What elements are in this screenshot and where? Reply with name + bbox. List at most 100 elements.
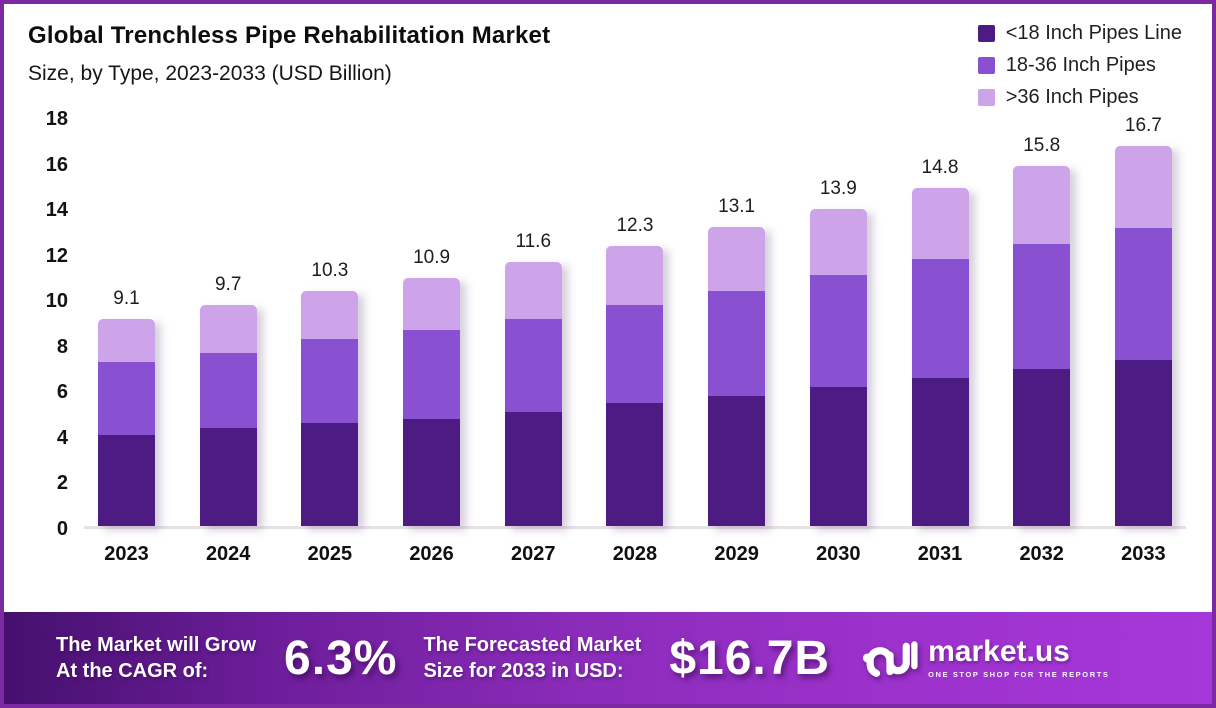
bar-stack xyxy=(606,246,664,526)
bar-segment xyxy=(403,278,461,330)
bar-segment xyxy=(809,209,867,275)
x-axis-label: 2033 xyxy=(1121,543,1166,565)
bar-segment xyxy=(911,259,969,378)
bar-segment xyxy=(1114,228,1172,360)
brand-name: market.us xyxy=(928,635,1070,668)
legend-row: 18-36 Inch Pipes xyxy=(977,54,1182,77)
cagr-label-line1: The Market will Grow xyxy=(56,634,257,656)
bar-total-label: 9.7 xyxy=(214,274,242,295)
legend-swatch-dark xyxy=(977,25,995,42)
legend-label: >36 Inch Pipes xyxy=(1005,86,1139,108)
bar-segment xyxy=(98,435,155,526)
x-axis-label: 2027 xyxy=(511,543,556,565)
chart-row: 0 2 4 6 8 10 12 14 16 18 9.1 9.7 10.3 10.9 11.6 12.3 13… xyxy=(26,108,1186,540)
bar-segment xyxy=(199,305,257,353)
brand-tagline: ONE STOP SHOP FOR THE REPORTS xyxy=(928,670,1110,679)
bar-stack xyxy=(708,227,766,526)
bar-column: 12.3 xyxy=(606,215,664,526)
brand-logo: market.us ONE STOP SHOP FOR THE REPORTS xyxy=(862,635,1109,681)
bars: 9.1 9.7 10.3 10.9 11.6 12.3 13.1 13.9 14.8 15.8 16… xyxy=(84,115,1186,526)
x-axis-label: 2023 xyxy=(104,543,149,565)
bar-segment xyxy=(301,423,359,526)
bar-stack xyxy=(1013,166,1071,526)
bar-column: 9.7 xyxy=(199,274,257,526)
y-tick-label: 8 xyxy=(56,335,68,358)
chart-header: Global Trenchless Pipe Rehabilitation Ma… xyxy=(4,4,1212,109)
bar-segment xyxy=(403,419,461,526)
legend-row: >36 Inch Pipes xyxy=(977,86,1182,109)
x-axis-label: 2026 xyxy=(409,543,454,565)
bar-segment xyxy=(809,275,867,387)
bar-column: 9.1 xyxy=(98,288,155,526)
bar-segment xyxy=(301,291,359,339)
bar-stack xyxy=(199,305,257,526)
cagr-label-line2: At the CAGR of: xyxy=(56,660,209,682)
y-tick-label: 6 xyxy=(56,381,68,404)
y-tick-label: 16 xyxy=(45,153,68,176)
forecast-label-line2: Size for 2033 in USD: xyxy=(423,660,624,682)
y-tick-label: 2 xyxy=(56,472,68,495)
bar-segment xyxy=(403,330,461,419)
bar-segment xyxy=(1013,166,1071,244)
cagr-value: 6.3% xyxy=(284,631,398,685)
y-tick-label: 0 xyxy=(56,518,68,540)
x-axis-label: 2025 xyxy=(307,543,353,565)
bar-segment xyxy=(809,387,867,526)
bar-total-label: 16.7 xyxy=(1124,115,1162,136)
bar-segment xyxy=(606,403,664,526)
bar-segment xyxy=(708,227,766,291)
chart-title: Global Trenchless Pipe Rehabilitation Ma… xyxy=(28,22,551,49)
bar-column: 16.7 xyxy=(1114,115,1172,526)
legend-swatch-light xyxy=(977,89,995,106)
chart-subtitle: Size, by Type, 2023-2033 (USD Billion) xyxy=(28,62,392,85)
cagr-label: The Market will Grow At the CAGR of: xyxy=(56,632,256,684)
y-tick-label: 10 xyxy=(45,290,68,313)
bar-segment xyxy=(911,378,969,526)
y-tick-label: 18 xyxy=(45,108,68,130)
bar-segment xyxy=(1114,146,1172,228)
bar-segment xyxy=(708,291,766,396)
x-axis-labels: 2023 2024 2025 2026 2027 2028 2029 2030 2031 2032… xyxy=(84,543,1186,566)
brand-text: market.us ONE STOP SHOP FOR THE REPORTS xyxy=(928,635,1110,680)
bar-total-label: 13.9 xyxy=(819,178,857,199)
bar-segment xyxy=(98,319,155,362)
bar-segment xyxy=(98,362,155,435)
y-tick-label: 12 xyxy=(45,244,68,267)
bar-segment xyxy=(1013,369,1071,526)
title-block: Global Trenchless Pipe Rehabilitation Ma… xyxy=(28,18,550,109)
bar-total-label: 14.8 xyxy=(921,157,959,178)
bar-total-label: 12.3 xyxy=(616,215,654,236)
bar-segment xyxy=(504,412,562,526)
y-tick-label: 4 xyxy=(56,426,68,449)
bar-total-label: 13.1 xyxy=(718,196,756,217)
bar-total-label: 11.6 xyxy=(515,231,552,252)
bar-stack xyxy=(504,262,562,526)
plot-area: 9.1 9.7 10.3 10.9 11.6 12.3 13.1 13.9 14.8 15.8 16… xyxy=(84,115,1186,529)
bar-segment xyxy=(708,396,766,526)
x-axis-label: 2024 xyxy=(205,543,251,565)
bar-column: 13.1 xyxy=(708,196,766,526)
bar-segment xyxy=(504,319,562,412)
bar-stack xyxy=(98,319,155,526)
legend-row: <18 Inch Pipes Line xyxy=(977,22,1182,45)
bar-segment xyxy=(911,188,969,259)
bar-column: 11.6 xyxy=(504,231,562,526)
legend: <18 Inch Pipes Line 18-36 Inch Pipes >36… xyxy=(977,18,1182,109)
forecast-label-line1: The Forecasted Market xyxy=(423,634,642,656)
x-axis-label: 2028 xyxy=(612,543,658,565)
forecast-value: $16.7B xyxy=(669,631,831,685)
footer-band: The Market will Grow At the CAGR of: 6.3… xyxy=(4,612,1212,704)
bar-column: 15.8 xyxy=(1013,135,1071,526)
bar-stack xyxy=(809,209,867,526)
bar-segment xyxy=(606,246,664,305)
bar-stack xyxy=(403,278,461,526)
bar-stack xyxy=(301,291,359,526)
y-tick-label: 14 xyxy=(45,199,68,222)
y-axis: 0 2 4 6 8 10 12 14 16 18 xyxy=(26,108,84,540)
bar-stack xyxy=(911,188,969,526)
bar-total-label: 10.9 xyxy=(413,247,451,268)
legend-swatch-medium xyxy=(977,57,995,74)
bar-segment xyxy=(606,305,664,403)
forecast-label: The Forecasted Market Size for 2033 in U… xyxy=(423,632,641,684)
